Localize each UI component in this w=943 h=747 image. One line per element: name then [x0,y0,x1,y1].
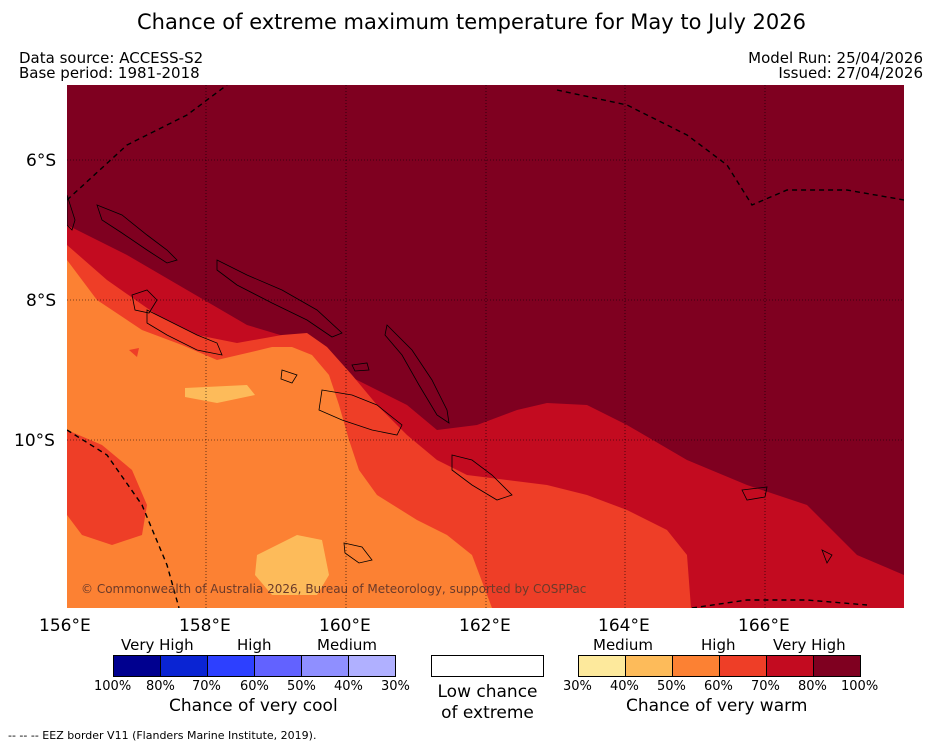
lat-label-6s: 6°S [26,151,57,171]
lon-label-158e: 158°E [179,616,231,636]
neutral-caption-line1: Low chance [437,682,538,702]
warm-label-medium: Medium [593,636,653,654]
warm-swatch-4 [766,655,814,677]
warm-swatch-5 [813,655,861,677]
patch-40-50-south [255,535,329,595]
map-title: Chance of extreme maximum temperature fo… [136,10,806,34]
cool-swatch-2 [207,655,255,677]
island-outlines [67,194,833,564]
cool-label-high: High [237,636,272,654]
warm-pct-40: 40% [610,679,639,694]
eez-footnote: -- -- -- EEZ border V11 (Flanders Marine… [8,729,317,742]
lon-label-166e: 166°E [738,616,790,636]
island-west-edge [67,194,76,231]
neutral-caption-line2: of extreme [441,703,534,723]
cool-pct-70: 70% [192,679,221,694]
warm-caption: Chance of very warm [626,696,808,716]
island-east-small [821,549,833,564]
island-small-1 [131,289,158,314]
lon-label-162e: 162°E [459,616,511,636]
cool-caption: Chance of very cool [169,696,338,716]
copyright-notice: © Commonwealth of Australia 2026, Bureau… [81,582,586,596]
cool-swatch-4 [301,655,349,677]
issued-date: Issued: 27/04/2026 [778,64,923,82]
cool-label-medium: Medium [317,636,377,654]
warm-pct-50: 50% [657,679,686,694]
warm-pct-60: 60% [704,679,733,694]
cool-swatch-1 [160,655,208,677]
cool-swatch-5 [348,655,396,677]
lat-label-10s: 10°S [14,431,55,451]
lon-label-164e: 164°E [598,616,650,636]
island-florida [351,362,370,372]
warm-label-very-high: Very High [773,636,846,654]
warm-swatch-0 [578,655,626,677]
cool-pct-100: 100% [94,679,132,694]
lon-label-156e: 156°E [39,616,91,636]
island-santa-isabel [216,259,343,338]
warm-swatch-1 [625,655,673,677]
cool-swatch-3 [254,655,302,677]
patch-40-50-north [185,385,255,403]
band-50-60-region [67,260,492,608]
island-malaita [384,324,450,424]
warm-swatch-3 [719,655,767,677]
data-source: Data source: ACCESS-S2 [19,49,204,67]
model-run: Model Run: 25/04/2026 [748,49,923,67]
cool-pct-50: 50% [287,679,316,694]
cool-pct-40: 40% [334,679,363,694]
warm-swatch-2 [672,655,720,677]
cool-label-very-high: Very High [121,636,194,654]
graticule [67,85,904,608]
cool-swatch-0 [113,655,161,677]
warm-pct-70: 70% [751,679,780,694]
neutral-swatch [431,655,544,677]
island-santa-cruz [741,486,768,501]
island-guadalcanal [318,389,403,436]
cool-pct-80: 80% [146,679,175,694]
island-rennell [343,542,373,564]
warm-pct-30: 30% [563,679,592,694]
island-russell [280,369,298,384]
island-choiseul [96,204,178,264]
forecast-map: © Commonwealth of Australia 2026, Bureau… [67,85,904,608]
warm-pct-80: 80% [798,679,827,694]
west-warm-patch [67,430,147,545]
warm-pct-100: 100% [841,679,879,694]
small-warm-patch [129,348,139,357]
lat-label-8s: 8°S [26,291,57,311]
eez-borders [67,85,904,608]
cool-pct-60: 60% [240,679,269,694]
island-new-georgia [146,309,223,356]
cool-pct-30: 30% [381,679,410,694]
lon-label-160e: 160°E [319,616,371,636]
island-makira [451,454,513,501]
base-period: Base period: 1981-2018 [19,64,200,82]
warm-label-high: High [701,636,736,654]
